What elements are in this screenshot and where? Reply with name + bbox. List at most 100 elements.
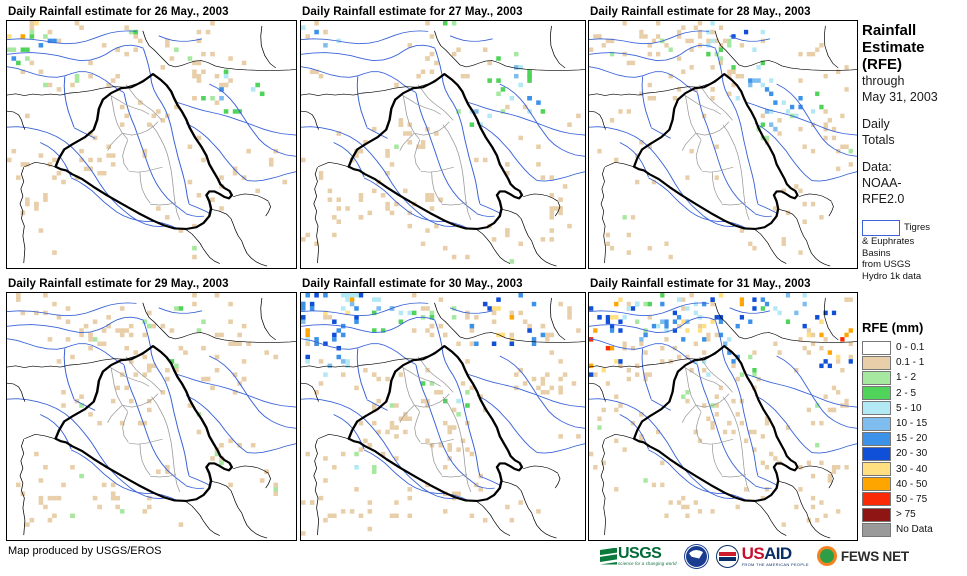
logo-bar: USGS science for a changing world USAID …	[600, 541, 917, 571]
sidebar-data-line3: RFE2.0	[862, 192, 905, 206]
sidebar-data-line2: NOAA-	[862, 176, 902, 190]
panel-title: Daily Rainfall estimate for 30 May., 200…	[302, 278, 523, 290]
panel-title: Daily Rainfall estimate for 29 May., 200…	[8, 278, 229, 290]
country-boundaries	[7, 297, 296, 539]
legend-swatch	[862, 431, 891, 446]
iraq-national-border	[347, 73, 524, 231]
iraq-national-border	[347, 345, 524, 503]
panel-title: Daily Rainfall estimate for 28 May., 200…	[590, 6, 811, 18]
map-canvas	[301, 293, 585, 540]
map-credit: Map produced by USGS/EROS	[8, 545, 162, 557]
basin-swatch	[862, 220, 900, 236]
usaid-seal-icon	[715, 544, 739, 568]
basin-label-line4: from USGS	[862, 259, 911, 270]
legend-item: 2 - 5	[862, 386, 967, 401]
sidebar-title-line2: Estimate	[862, 39, 925, 56]
legend-title: RFE (mm)	[862, 320, 924, 335]
legend-item: 30 - 40	[862, 462, 967, 477]
sidebar-totals-line2: Totals	[862, 133, 895, 147]
legend-swatch	[862, 401, 891, 416]
noaa-seagull-icon	[684, 544, 708, 568]
legend-label: 0 - 0.1	[896, 342, 925, 354]
panel-28may: Daily Rainfall estimate for 28 May., 200…	[588, 4, 858, 269]
sidebar: Rainfall Estimate (RFE) through May 31, …	[862, 22, 967, 282]
legend-label: 20 - 30	[896, 448, 928, 460]
panel-30may: Daily Rainfall estimate for 30 May., 200…	[300, 276, 586, 541]
legend-label: 2 - 5	[896, 387, 917, 399]
legend-item: No Data	[862, 522, 967, 537]
governorate-boundaries	[681, 356, 750, 492]
panel-title: Daily Rainfall estimate for 26 May., 200…	[8, 6, 229, 18]
usgs-wave-icon	[600, 547, 617, 565]
rainfall-raster	[301, 21, 581, 264]
usgs-logo-text: USGS	[618, 545, 662, 562]
country-boundaries	[589, 297, 857, 539]
basin-label-line5: Hydro 1k data	[862, 270, 922, 282]
legend-swatch	[862, 370, 891, 385]
sidebar-through-date: May 31, 2003	[862, 90, 938, 104]
fewsnet-globe-icon	[816, 546, 837, 566]
legend-item: 15 - 20	[862, 431, 967, 446]
map-canvas	[589, 21, 857, 268]
legend-swatch	[862, 462, 891, 477]
legend-item: > 75	[862, 507, 967, 522]
map-frame[interactable]	[6, 20, 297, 269]
usgs-logo: USGS science for a changing world	[600, 546, 677, 566]
governorate-boundaries	[399, 356, 472, 492]
usaid-logo-text: USAID	[741, 543, 793, 563]
map-canvas	[301, 21, 585, 268]
legend-swatch	[862, 492, 891, 507]
governorate-boundaries	[399, 84, 472, 220]
legend-label: 15 - 20	[896, 433, 928, 445]
panel-27may: Daily Rainfall estimate for 27 May., 200…	[300, 4, 586, 269]
tigris-euphrates-basins	[301, 30, 585, 229]
iraq-national-border	[54, 73, 234, 231]
country-boundaries	[7, 25, 296, 267]
legend-label: 1 - 2	[896, 372, 917, 384]
map-frame[interactable]	[588, 20, 858, 269]
basin-legend: Tigres	[862, 220, 967, 236]
legend-swatch	[862, 507, 891, 522]
usaid-logo-tagline: FROM THE AMERICAN PEOPLE	[741, 561, 809, 567]
tigris-euphrates-basins	[7, 30, 296, 229]
tigris-euphrates-basins	[301, 302, 585, 501]
panel-29may: Daily Rainfall estimate for 29 May., 200…	[6, 276, 297, 541]
legend-item: 10 - 15	[862, 416, 967, 431]
legend-label: 5 - 10	[896, 402, 922, 414]
country-boundaries	[589, 25, 857, 267]
legend-item: 20 - 30	[862, 446, 967, 461]
legend-swatch	[862, 386, 891, 401]
map-frame[interactable]	[300, 292, 586, 541]
fewsnet-logo: FEWS NET	[816, 546, 909, 566]
legend-label: 30 - 40	[896, 463, 928, 475]
basin-label-line3: Basins	[862, 247, 891, 259]
map-frame[interactable]	[300, 20, 586, 269]
governorate-boundaries	[681, 84, 750, 220]
map-frame[interactable]	[6, 292, 297, 541]
panel-31may: Daily Rainfall estimate for 31 May., 200…	[588, 276, 858, 541]
map-frame[interactable]	[588, 292, 858, 541]
panel-26may: Daily Rainfall estimate for 26 May., 200…	[6, 4, 297, 269]
sidebar-totals-line1: Daily	[862, 117, 890, 131]
iraq-national-border	[54, 345, 234, 503]
legend-swatch	[862, 340, 891, 355]
usgs-logo-tagline: science for a changing world	[618, 561, 677, 566]
country-boundaries	[301, 297, 585, 539]
map-canvas	[7, 293, 296, 540]
legend-swatch	[862, 446, 891, 461]
legend-item: 0 - 0.1	[862, 340, 967, 355]
legend-label: 0.1 - 1	[896, 357, 925, 369]
legend-swatch	[862, 522, 891, 537]
legend-swatch	[862, 416, 891, 431]
legend-label: 10 - 15	[896, 418, 928, 430]
legend-swatch	[862, 477, 891, 492]
legend-label: No Data	[896, 524, 933, 536]
noaa-logo	[684, 544, 708, 568]
governorate-boundaries	[107, 356, 181, 492]
fewsnet-logo-text: FEWS NET	[840, 548, 909, 564]
legend-item: 5 - 10	[862, 401, 967, 416]
sidebar-title-line1: Rainfall	[862, 22, 917, 39]
legend-swatch	[862, 355, 891, 370]
iraq-national-border	[632, 73, 799, 231]
